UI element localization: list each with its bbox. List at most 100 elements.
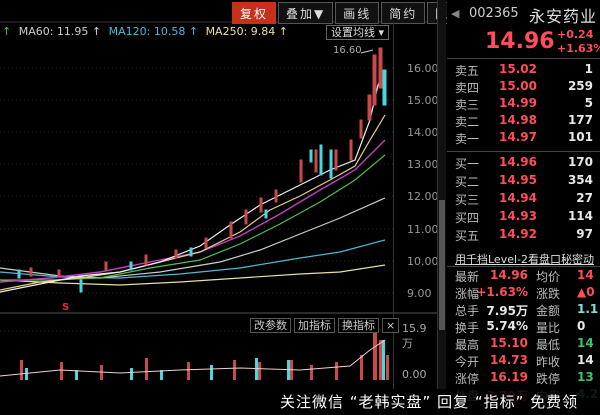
ask-label: 卖五 [455,64,480,78]
y-tick: 12.00 [407,190,439,203]
overlay-button[interactable]: 叠加▼ [278,2,334,24]
stock-code: 002365 [469,6,519,21]
stat-value: 1.1 [577,302,599,316]
bid-row[interactable]: 买五 14.92 97 [447,227,600,244]
y-tick: 15.00 [407,94,439,107]
ask-row[interactable]: 卖四 15.00 259 [447,79,600,96]
change-amount: +0.24 [557,28,594,41]
bid-volume: 97 [576,227,593,241]
ask-volume: 5 [584,96,593,110]
stat-value: 15.10 [490,336,528,350]
bid-label: 买五 [455,229,480,243]
stat-value: 14 [577,268,594,282]
watermark-left-band [0,386,258,415]
draw-line-button[interactable]: 画线 [335,2,380,24]
stat-row: 最高 15.10 最低 14 [447,336,600,353]
edit-params-button[interactable]: 改参数 [250,318,291,333]
stat-label: 总手 [455,304,480,318]
ask-price: 14.97 [499,130,537,144]
stat-value: 13 [577,370,594,384]
bid-volume: 27 [576,191,593,205]
ask-price: 14.98 [499,113,537,127]
divider [447,58,600,59]
switch-indicator-button[interactable]: 换指标 [338,318,379,333]
ask-price: 15.02 [499,62,537,76]
stat-value: 14 [577,336,594,350]
scrollbar-thumb[interactable] [439,200,445,330]
stat-label: 涨幅 [455,287,480,301]
stock-name: 永安药业 [529,7,598,26]
restore-rights-button[interactable]: 复权 [232,2,277,24]
bid-label: 买三 [455,193,480,207]
bid-price: 14.95 [499,173,537,187]
axis-separator [393,22,394,415]
ask-volume: 1 [584,62,593,76]
bid-row[interactable]: 买一 14.96 170 [447,155,600,172]
stat-label: 换手 [455,321,480,335]
bid-row[interactable]: 买四 14.93 114 [447,209,600,226]
simple-mode-button[interactable]: 简约 [381,2,426,24]
ask-price: 14.99 [499,96,537,110]
ask-volume: 101 [567,130,593,144]
ask-label: 卖三 [455,98,480,112]
stat-label: 量比 [536,321,561,335]
stat-value: 0 [577,319,586,333]
ask-volume: 177 [567,113,593,127]
volume-zero-label: 0.00 [402,368,427,381]
ask-label: 卖二 [455,115,480,129]
ask-row[interactable]: 卖三 14.99 5 [447,96,600,113]
signal-marker: S [62,302,70,313]
ask-label: 卖一 [455,132,480,146]
stat-value: 7.95万 [486,304,528,318]
stat-row: 今开 14.73 昨收 14 [447,353,600,370]
y-tick: 11.00 [407,223,439,236]
bid-price: 14.94 [499,191,537,205]
bid-price: 14.93 [499,209,537,223]
bid-row[interactable]: 买三 14.94 27 [447,191,600,208]
ask-row[interactable]: 卖五 15.02 1 [447,62,600,79]
bid-volume: 114 [567,209,593,223]
ask-volume: 259 [567,79,593,93]
stat-row: 总手 7.95万 金额 1.1 [447,302,600,319]
bid-row[interactable]: 买二 14.95 354 [447,173,600,190]
close-indicator-button[interactable]: × [382,318,400,333]
stat-row: 换手 5.74% 量比 0 [447,319,600,336]
stat-label: 最低 [536,338,561,352]
stat-label: 最新 [455,270,480,284]
divider [447,151,600,152]
ask-row[interactable]: 卖一 14.97 101 [447,130,600,147]
stat-label: 涨跌 [536,287,561,301]
y-tick: 9.00 [407,287,432,300]
indicator-buttons: 改参数 加指标 换指标 × [250,318,402,333]
kline-chart[interactable] [0,0,437,415]
stat-row: 涨幅 +1.63% 涨跌 ▲0 [447,285,600,302]
ask-row[interactable]: 卖二 14.98 177 [447,113,600,130]
kline-chart-area[interactable]: 复权 叠加▼ 画线 简约 隐藏▸▸ ↑ MA60: 11.95 ↑ MA120:… [0,0,488,415]
bid-label: 买一 [455,157,480,171]
watermark-banner: 关注微信 “老韩实盘” 回复 “指标” 免费领 [258,389,600,415]
level2-promo-link[interactable]: 用千档Level-2看盘口秘密动 [455,253,595,266]
stat-value: 16.19 [490,370,528,384]
set-ma-dropdown[interactable]: 设置均线 ▾ [326,25,390,40]
quote-panel: ◀ 002365 永安药业 14.96 +0.24 +1.63% 卖五 15.02… [447,0,600,415]
stat-label: 均价 [536,270,561,284]
ma-legend: ↑ MA60: 11.95 ↑ MA120: 10.58 ↑ MA250: 9.… [2,25,292,38]
ask-label: 卖四 [455,81,480,95]
y-tick: 14.00 [407,126,439,139]
last-price: 14.96 [485,29,555,54]
collapse-arrow-icon[interactable]: ◀ [451,7,460,20]
stat-value: 14.73 [490,353,528,367]
add-indicator-button[interactable]: 加指标 [294,318,335,333]
panel-scrollbar[interactable] [437,0,446,415]
stat-value: 5.74% [486,319,528,333]
ma60-label: MA60: 11.95 ↑ [18,25,102,38]
stat-label: 今开 [455,355,480,369]
stat-label: 金额 [536,304,561,318]
quote-header: ◀ 002365 永安药业 [447,3,600,26]
stat-label: 最高 [455,338,480,352]
bid-volume: 170 [567,155,593,169]
stat-value: +1.63% [476,285,528,299]
bid-label: 买四 [455,211,480,225]
stat-row: 涨停 16.19 跌停 13 [447,370,600,387]
